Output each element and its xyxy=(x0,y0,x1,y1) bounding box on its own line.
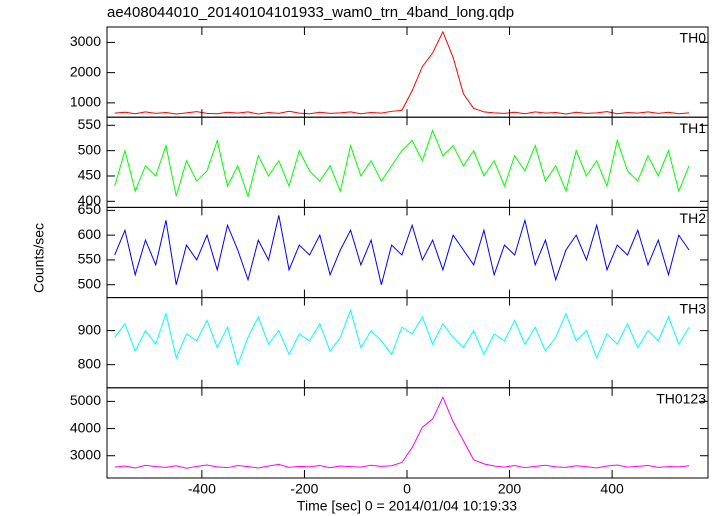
y-tick-label: 500 xyxy=(78,275,102,291)
panel-label: TH2 xyxy=(680,210,707,226)
x-tick-label: 200 xyxy=(498,481,522,497)
data-line xyxy=(114,396,690,469)
y-tick-label: 5000 xyxy=(70,392,101,408)
y-tick-label: 600 xyxy=(78,226,102,242)
y-tick-label: 550 xyxy=(78,251,102,267)
data-line xyxy=(114,308,690,367)
data-line xyxy=(114,215,690,285)
data-line xyxy=(114,30,690,115)
y-tick-label: 4000 xyxy=(70,419,101,435)
panel-frame xyxy=(106,387,709,479)
y-tick-label: 400 xyxy=(78,192,102,208)
panel-label: TH0123 xyxy=(656,391,706,407)
panel-frame xyxy=(106,26,709,118)
y-tick-label: 3000 xyxy=(70,33,101,49)
x-tick-label: -400 xyxy=(188,481,216,497)
panel-frame xyxy=(106,206,709,299)
x-tick-label: 400 xyxy=(600,481,624,497)
y-tick-label: 800 xyxy=(78,355,102,371)
y-tick-label: 550 xyxy=(78,116,102,132)
data-line xyxy=(114,128,690,199)
y-tick-label: 450 xyxy=(78,167,102,183)
panel-label: TH1 xyxy=(680,120,707,136)
x-tick-label: 0 xyxy=(403,481,411,497)
panel-label: TH0 xyxy=(680,30,707,46)
y-tick-label: 650 xyxy=(78,201,102,217)
y-tick-label: 2000 xyxy=(70,63,101,79)
y-tick-label: 1000 xyxy=(70,94,101,110)
y-tick-label: 3000 xyxy=(70,446,101,462)
panel-frame xyxy=(106,116,709,208)
x-axis-label: Time [sec] 0 = 2014/01/04 10:19:33 xyxy=(297,498,517,514)
y-tick-label: 900 xyxy=(78,321,102,337)
x-tick-label: -200 xyxy=(290,481,318,497)
y-tick-label: 500 xyxy=(78,141,102,157)
chart-title: ae408044010_20140104101933_wam0_trn_4ban… xyxy=(107,4,514,21)
y-axis-label: Counts/sec xyxy=(31,223,47,293)
panel-label: TH3 xyxy=(680,300,707,316)
